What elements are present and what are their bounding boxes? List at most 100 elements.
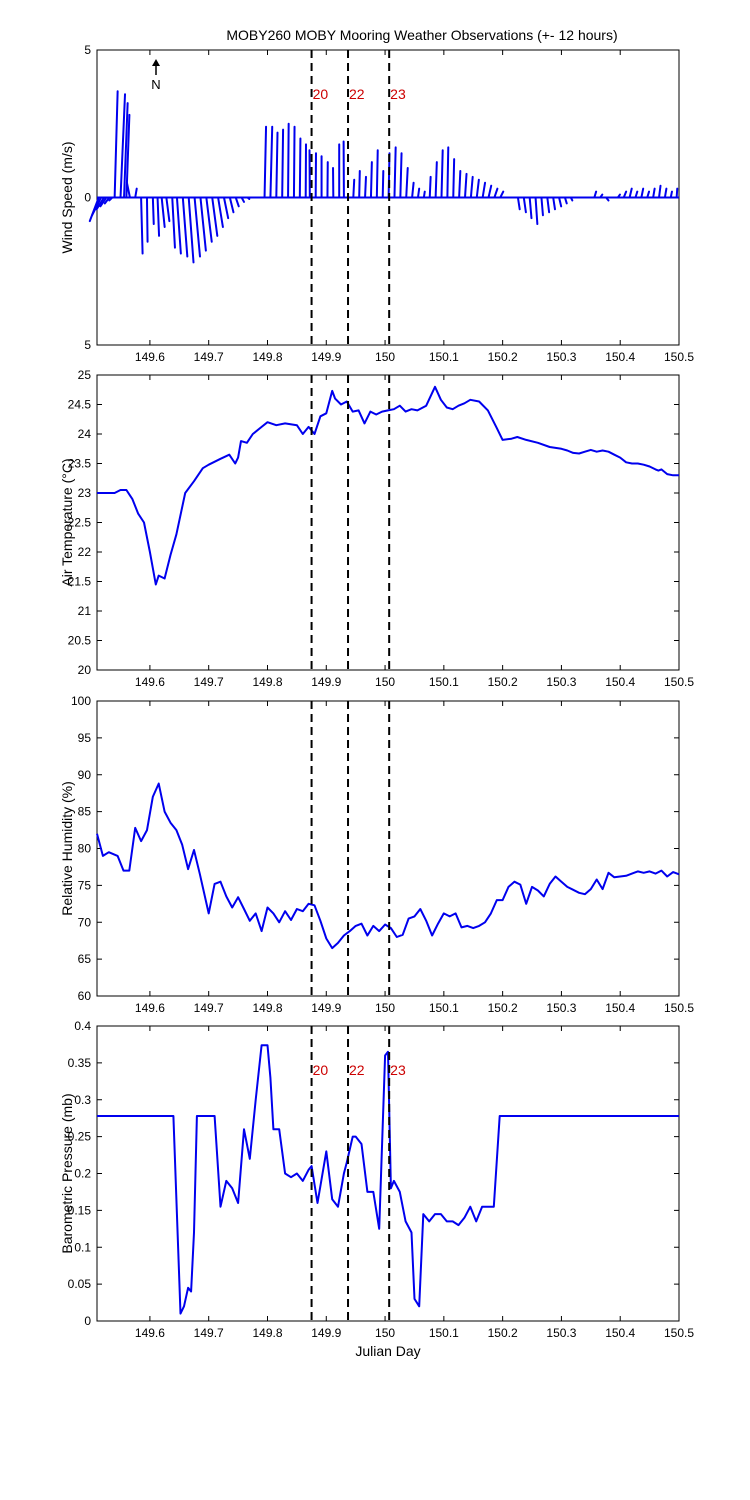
- series-line: [97, 1044, 679, 1315]
- x-tick-label: 150.5: [664, 350, 694, 364]
- north-arrow-head-icon: [152, 59, 160, 66]
- x-tick-label: 150.4: [605, 350, 635, 364]
- wind-stick: [452, 158, 456, 199]
- y-tick-label: 22: [78, 545, 92, 559]
- y-tick-label: 0.25: [68, 1130, 92, 1144]
- x-tick-label: 150.3: [546, 1326, 576, 1340]
- wind-stick: [540, 196, 544, 217]
- x-tick-label: 149.9: [311, 1001, 341, 1015]
- x-tick-label: 149.6: [135, 1326, 165, 1340]
- x-tick-label: 149.7: [194, 1001, 224, 1015]
- wind-stick: [125, 181, 131, 199]
- figure-title: MOBY260 MOBY Mooring Weather Observation…: [226, 27, 617, 43]
- wind-stick: [481, 181, 487, 199]
- y-tick-label: 65: [78, 952, 92, 966]
- event-label: 23: [390, 86, 406, 102]
- y-tick-label: 100: [71, 694, 91, 708]
- y-tick-label: 24: [78, 427, 92, 441]
- wind-stick: [269, 125, 274, 199]
- wind-stick: [599, 193, 604, 199]
- y-tick-label: 22.5: [68, 516, 92, 530]
- wind-stick: [663, 187, 668, 199]
- wind-stick: [493, 187, 499, 199]
- x-tick-label: 149.9: [311, 675, 341, 689]
- wind-stick: [156, 196, 161, 237]
- wind-stick: [113, 90, 119, 199]
- x-tick-label: 149.8: [252, 350, 282, 364]
- wind-stick: [405, 167, 409, 199]
- wind-stick: [422, 190, 426, 199]
- x-tick-label: 150: [375, 675, 395, 689]
- wind-stick: [160, 196, 166, 228]
- y-tick-label: 0.1: [74, 1240, 91, 1254]
- y-tick-label: 70: [78, 915, 92, 929]
- wind-stick: [434, 161, 438, 199]
- x-tick-label: 149.7: [194, 350, 224, 364]
- x-tick-label: 150.1: [429, 1326, 459, 1340]
- wind-stick: [428, 175, 432, 199]
- series-line: [96, 782, 680, 950]
- wind-stick: [516, 196, 521, 211]
- x-tick-label: 150.3: [546, 1001, 576, 1015]
- wind-stick: [91, 196, 103, 217]
- x-tick-label: 150.1: [429, 675, 459, 689]
- x-tick-label: 149.6: [135, 675, 165, 689]
- x-tick-label: 149.9: [311, 1326, 341, 1340]
- north-label: N: [151, 77, 160, 92]
- x-tick-label: 150.5: [664, 1001, 694, 1015]
- x-tick-label: 150.2: [488, 1326, 518, 1340]
- y-tick-label: 0.35: [68, 1056, 92, 1070]
- x-tick-label: 149.9: [311, 350, 341, 364]
- x-tick-label: 149.8: [252, 1326, 282, 1340]
- y-tick-label: 21: [78, 604, 92, 618]
- wind-stick: [211, 196, 219, 237]
- plot-frame: [96, 700, 680, 997]
- x-tick-label: 150.2: [488, 675, 518, 689]
- x-tick-label: 149.8: [252, 1001, 282, 1015]
- x-tick-label: 150.3: [546, 675, 576, 689]
- wind-stick: [263, 125, 268, 199]
- x-tick-label: 149.8: [252, 675, 282, 689]
- y-axis-label: Wind Speed (m/s): [59, 141, 75, 253]
- y-tick-label: 75: [78, 878, 92, 892]
- wind-stick: [352, 178, 356, 199]
- wind-stick: [199, 196, 207, 252]
- wind-stick: [145, 196, 149, 243]
- y-tick-label: 0.2: [74, 1167, 91, 1181]
- y-tick-label: 21.5: [68, 575, 92, 589]
- y-tick-label: 0.3: [74, 1093, 91, 1107]
- wind-stick: [522, 196, 527, 214]
- wind-stick: [499, 190, 505, 199]
- x-axis-label: Julian Day: [355, 1343, 420, 1359]
- wind-speed-panel: 149.6 149.7 149.8 149.9 150 150.1 150.2 150.3 15…: [59, 43, 694, 364]
- y-tick-label: 0: [84, 1314, 91, 1328]
- x-tick-label: 150: [375, 350, 395, 364]
- y-tick-label: 95: [78, 731, 92, 745]
- y-tick-label: 0.05: [68, 1277, 92, 1291]
- wind-stick: [411, 181, 415, 199]
- x-tick-label: 150.5: [664, 675, 694, 689]
- wind-stick: [616, 193, 621, 199]
- wind-stick: [605, 196, 610, 202]
- y-tick-label: 0.4: [74, 1019, 91, 1033]
- y-tick-label: 24.5: [68, 398, 92, 412]
- wind-stick: [119, 93, 127, 199]
- wind-stick: [246, 196, 251, 200]
- air-temperature-panel: 149.6 149.7 149.8 149.9 150 150.1 150.2 150.3 15…: [59, 368, 694, 689]
- y-tick-label: 80: [78, 842, 92, 856]
- y-tick-label: 23.5: [68, 457, 92, 471]
- wind-stick: [123, 102, 129, 199]
- wind-stick: [558, 196, 563, 208]
- wind-stick: [281, 128, 285, 199]
- y-tick-label: 0.15: [68, 1203, 92, 1217]
- wind-stick: [275, 131, 279, 199]
- y-tick-label: 20: [78, 663, 92, 677]
- wind-stick: [458, 169, 462, 199]
- wind-stick: [381, 169, 385, 199]
- wind-stick: [240, 196, 246, 203]
- x-tick-label: 150.2: [488, 1001, 518, 1015]
- wind-stick: [440, 149, 444, 199]
- wind-stick: [193, 196, 201, 258]
- y-tick-label: 90: [78, 768, 92, 782]
- x-tick-label: 150.5: [664, 1326, 694, 1340]
